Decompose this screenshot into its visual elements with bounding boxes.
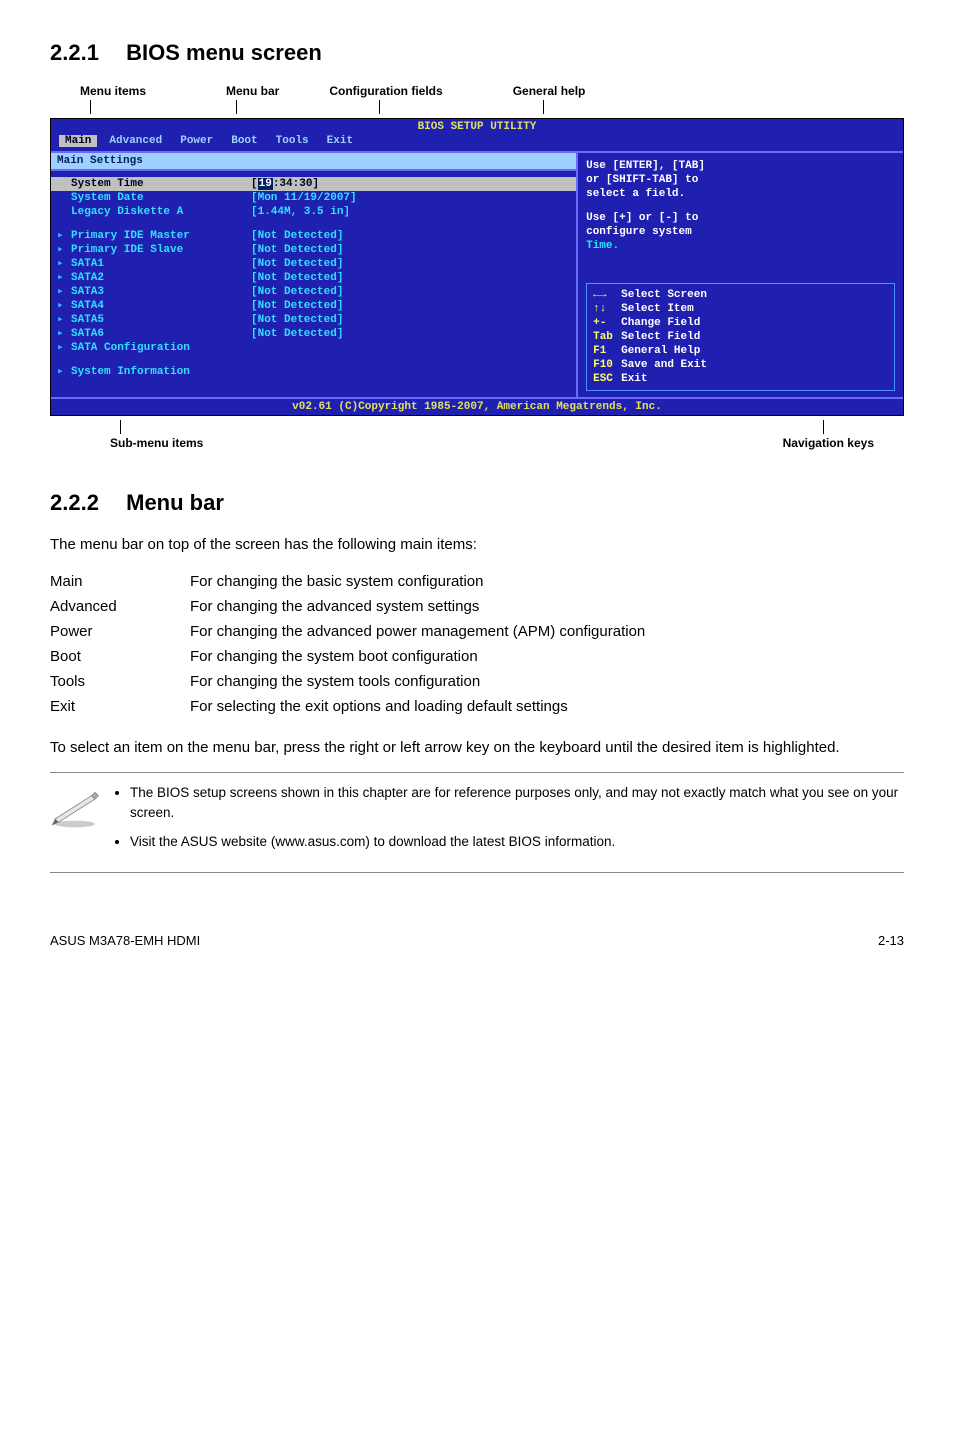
def-tools: For changing the system tools configurat… (190, 669, 645, 694)
help-text: Use [ENTER], [TAB] or [SHIFT-TAB] to sel… (586, 159, 895, 253)
menu-tools[interactable]: Tools (276, 135, 327, 147)
value-system-date: [Mon 11/19/2007] (251, 191, 357, 205)
callout-config-fields: Configuration fields (329, 84, 442, 98)
label-system-date: System Date (71, 191, 251, 205)
definitions-table: MainFor changing the basic system config… (50, 569, 645, 719)
row-sata2[interactable]: ▸SATA2[Not Detected] (51, 271, 576, 285)
top-callouts: Menu items Menu bar Configuration fields… (50, 84, 904, 114)
settings-heading: Main Settings (51, 153, 576, 171)
def-main: For changing the basic system configurat… (190, 569, 645, 594)
row-system-info[interactable]: ▸System Information (51, 365, 576, 379)
footer-right: 2-13 (878, 933, 904, 948)
label-legacy: Legacy Diskette A (71, 205, 251, 219)
term-advanced: Advanced (50, 594, 190, 619)
footer-left: ASUS M3A78-EMH HDMI (50, 933, 200, 948)
row-sata3[interactable]: ▸SATA3[Not Detected] (51, 285, 576, 299)
def-boot: For changing the system boot configurati… (190, 644, 645, 669)
bios-left-panel: Main Settings System Time [19:34:30] Sys… (51, 153, 578, 397)
row-pis[interactable]: ▸Primary IDE Slave[Not Detected] (51, 243, 576, 257)
section-title-text-2: Menu bar (126, 490, 224, 515)
callout-menu-items: Menu items (80, 84, 146, 98)
section-number-2: 2.2.2 (50, 490, 120, 516)
bottom-callouts: Sub-menu items Navigation keys (110, 420, 874, 450)
row-sata6[interactable]: ▸SATA6[Not Detected] (51, 327, 576, 341)
key-lr-icon: ←→ (593, 288, 621, 302)
row-system-date[interactable]: System Date [Mon 11/19/2007] (51, 191, 576, 205)
row-sata5[interactable]: ▸SATA5[Not Detected] (51, 313, 576, 327)
note-icon (50, 789, 100, 829)
label-system-time: System Time (71, 177, 251, 191)
section-title-text: BIOS menu screen (126, 40, 322, 65)
row-sata1[interactable]: ▸SATA1[Not Detected] (51, 257, 576, 271)
def-advanced: For changing the advanced system setting… (190, 594, 645, 619)
term-power: Power (50, 619, 190, 644)
menu-advanced[interactable]: Advanced (109, 135, 180, 147)
callout-submenu: Sub-menu items (110, 436, 203, 450)
bios-screenshot: BIOS SETUP UTILITY Main Advanced Power B… (50, 118, 904, 416)
callout-general-help: General help (513, 84, 586, 98)
note-item-1: The BIOS setup screens shown in this cha… (130, 783, 904, 822)
section-number: 2.2.1 (50, 40, 120, 66)
term-exit: Exit (50, 694, 190, 719)
navigation-key-box: ←→Select Screen ↑↓Select Item +-Change F… (586, 283, 895, 391)
bios-menu-bar: Main Advanced Power Boot Tools Exit (51, 135, 903, 151)
menu-power[interactable]: Power (180, 135, 231, 147)
bios-help-panel: Use [ENTER], [TAB] or [SHIFT-TAB] to sel… (578, 153, 903, 397)
row-sata4[interactable]: ▸SATA4[Not Detected] (51, 299, 576, 313)
note-item-2: Visit the ASUS website (www.asus.com) to… (130, 832, 904, 852)
bios-figure: Menu items Menu bar Configuration fields… (50, 84, 904, 450)
section-heading: 2.2.1 BIOS menu screen (50, 40, 904, 66)
term-boot: Boot (50, 644, 190, 669)
def-exit: For selecting the exit options and loadi… (190, 694, 645, 719)
paragraph-select: To select an item on the menu bar, press… (50, 737, 904, 758)
term-main: Main (50, 569, 190, 594)
value-system-time: [19:34:30] (251, 177, 319, 191)
menu-boot[interactable]: Boot (231, 135, 275, 147)
row-system-time[interactable]: System Time [19:34:30] (51, 177, 576, 191)
key-ud-icon: ↑↓ (593, 302, 621, 316)
value-legacy: [1.44M, 3.5 in] (251, 205, 350, 219)
menu-main[interactable]: Main (59, 135, 97, 147)
row-pim[interactable]: ▸Primary IDE Master[Not Detected] (51, 229, 576, 243)
menu-exit[interactable]: Exit (327, 135, 371, 147)
bios-copyright: v02.61 (C)Copyright 1985-2007, American … (51, 397, 903, 415)
page-footer: ASUS M3A78-EMH HDMI 2-13 (50, 933, 904, 948)
bios-title: BIOS SETUP UTILITY (51, 119, 903, 135)
def-power: For changing the advanced power manageme… (190, 619, 645, 644)
note-box: The BIOS setup screens shown in this cha… (50, 772, 904, 873)
row-sata-config[interactable]: ▸SATA Configuration (51, 341, 576, 355)
callout-navkeys: Navigation keys (783, 436, 874, 450)
callout-menu-bar: Menu bar (226, 84, 279, 98)
term-tools: Tools (50, 669, 190, 694)
intro-paragraph: The menu bar on top of the screen has th… (50, 534, 904, 555)
section-heading-2: 2.2.2 Menu bar (50, 490, 904, 516)
row-legacy[interactable]: Legacy Diskette A [1.44M, 3.5 in] (51, 205, 576, 219)
